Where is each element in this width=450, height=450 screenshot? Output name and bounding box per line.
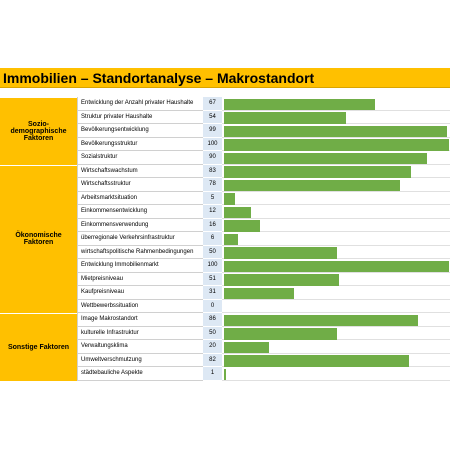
row-line: [222, 258, 450, 259]
row-value: 50: [203, 245, 222, 259]
row-line: [222, 217, 450, 219]
row-label: Verwaltungsklima: [77, 340, 203, 354]
row-value: 50: [203, 326, 222, 340]
data-bar: [224, 98, 375, 110]
row-label: Mietpreisniveau: [77, 272, 203, 286]
row-label: überregionale Verkehrsinfrastruktur: [77, 232, 203, 246]
group-label: Sonstige Faktoren: [0, 313, 77, 381]
row-line: [222, 231, 450, 232]
row-value: 100: [203, 259, 222, 273]
row-label: Wettbewerbssituation: [77, 299, 203, 313]
row-value: 78: [203, 178, 222, 192]
row-value: 6: [203, 232, 222, 246]
row-label: Kaufpreisniveau: [77, 286, 203, 300]
row-line: [222, 379, 450, 381]
group-label: Sozio-demographische Faktoren: [0, 97, 77, 165]
data-bar: [224, 247, 337, 259]
row-label: städtebauliche Aspekte: [77, 367, 203, 381]
row-label: Bevölkerungsstruktur: [77, 137, 203, 151]
row-value: 1: [203, 367, 222, 381]
row-value: 83: [203, 164, 222, 178]
title: Immobilien – Standortanalyse – Makrostan…: [0, 68, 450, 88]
row-line: [222, 271, 450, 273]
row-value: 82: [203, 353, 222, 367]
row-label: Image Makrostandort: [77, 313, 203, 327]
row-line: [222, 339, 450, 340]
data-bar: [224, 341, 269, 353]
row-label: Einkommensverwendung: [77, 218, 203, 232]
data-bar: [224, 368, 227, 380]
row-value: 5: [203, 191, 222, 205]
row-value: 100: [203, 137, 222, 151]
row-line: [222, 177, 450, 178]
row-value: 99: [203, 124, 222, 138]
row-line: [222, 298, 450, 300]
row-value: 51: [203, 272, 222, 286]
row-value: 54: [203, 110, 222, 124]
data-bar: [224, 274, 339, 286]
data-bar: [224, 112, 346, 124]
row-line: [222, 136, 450, 138]
row-value: 12: [203, 205, 222, 219]
data-bar: [224, 179, 400, 191]
row-label: Umweltverschmutzung: [77, 353, 203, 367]
row-line: [222, 190, 450, 192]
row-value: 90: [203, 151, 222, 165]
group-label: Ökonomische Faktoren: [0, 164, 77, 313]
data-bar: [224, 125, 447, 137]
row-line: [222, 109, 450, 111]
data-bar: [224, 287, 294, 299]
row-line: [222, 244, 450, 246]
row-label: wirtschaftspolitische Rahmenbedingungen: [77, 245, 203, 259]
row-label: Wirtschaftswachstum: [77, 164, 203, 178]
row-line: [222, 163, 450, 165]
data-bar: [224, 206, 251, 218]
row-label: Sozialstruktur: [77, 151, 203, 165]
data-bar: [224, 166, 411, 178]
row-value: 86: [203, 313, 222, 327]
data-bar: [224, 355, 409, 367]
data-bar: [224, 193, 236, 205]
row-value: 31: [203, 286, 222, 300]
data-bar: [224, 328, 337, 340]
row-value: 16: [203, 218, 222, 232]
row-label: Arbeitsmarktsituation: [77, 191, 203, 205]
row-line: [222, 285, 450, 286]
row-line: [222, 325, 450, 327]
row-line: [222, 204, 450, 205]
row-value: 20: [203, 340, 222, 354]
row-line: [222, 366, 450, 367]
row-value: 67: [203, 97, 222, 111]
row-line: [222, 312, 450, 313]
row-line: [222, 123, 450, 124]
row-label: Entwicklung Immobilienmarkt: [77, 259, 203, 273]
data-bar: [224, 233, 238, 245]
row-value: 0: [203, 299, 222, 313]
row-label: Einkommensentwicklung: [77, 205, 203, 219]
data-bar: [224, 220, 260, 232]
data-bar: [224, 152, 427, 164]
data-bar: [224, 139, 449, 151]
row-line: [222, 352, 450, 354]
data-bar: [224, 314, 418, 326]
row-label: Entwicklung der Anzahl privater Haushalt…: [77, 97, 203, 111]
data-bar: [224, 260, 449, 272]
row-label: kulturelle Infrastruktur: [77, 326, 203, 340]
row-label: Wirtschaftsstruktur: [77, 178, 203, 192]
row-label: Bevölkerungsentwicklung: [77, 124, 203, 138]
row-line: [222, 150, 450, 151]
row-label: Struktur privater Haushalte: [77, 110, 203, 124]
